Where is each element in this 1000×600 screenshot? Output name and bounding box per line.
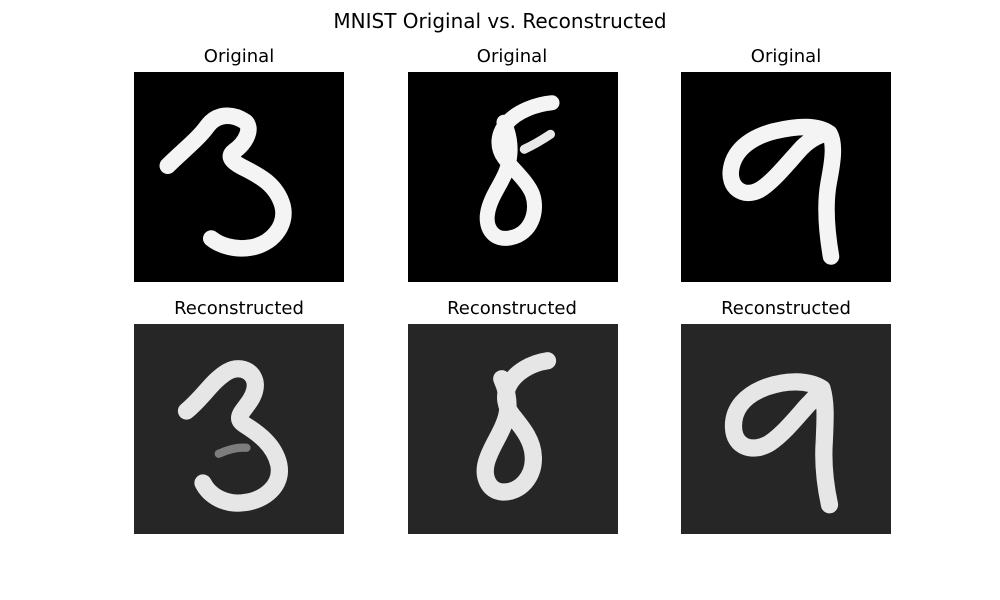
digit-8-original-svg <box>408 72 618 282</box>
digit-3-original-svg <box>134 72 344 282</box>
panel-title-original-2: Original <box>476 46 548 67</box>
reconstructed-digit-9-image <box>681 324 891 534</box>
panel-title-reconstructed-2: Reconstructed <box>447 298 577 319</box>
original-digit-9-image <box>681 72 891 282</box>
panel-title-reconstructed-3: Reconstructed <box>721 298 851 319</box>
digit-3-reconstructed-svg <box>134 324 344 534</box>
digit-9-original-svg <box>681 72 891 282</box>
original-digit-3-image <box>134 72 344 282</box>
digit-9-reconstructed-svg <box>681 324 891 534</box>
figure-title: MNIST Original vs. Reconstructed <box>333 9 667 33</box>
panel-title-original-1: Original <box>203 46 275 67</box>
reconstructed-digit-8-image <box>408 324 618 534</box>
panel-title-original-3: Original <box>750 46 822 67</box>
original-digit-8-image <box>408 72 618 282</box>
panel-title-reconstructed-1: Reconstructed <box>174 298 304 319</box>
digit-8-reconstructed-svg <box>408 324 618 534</box>
reconstructed-digit-3-image <box>134 324 344 534</box>
